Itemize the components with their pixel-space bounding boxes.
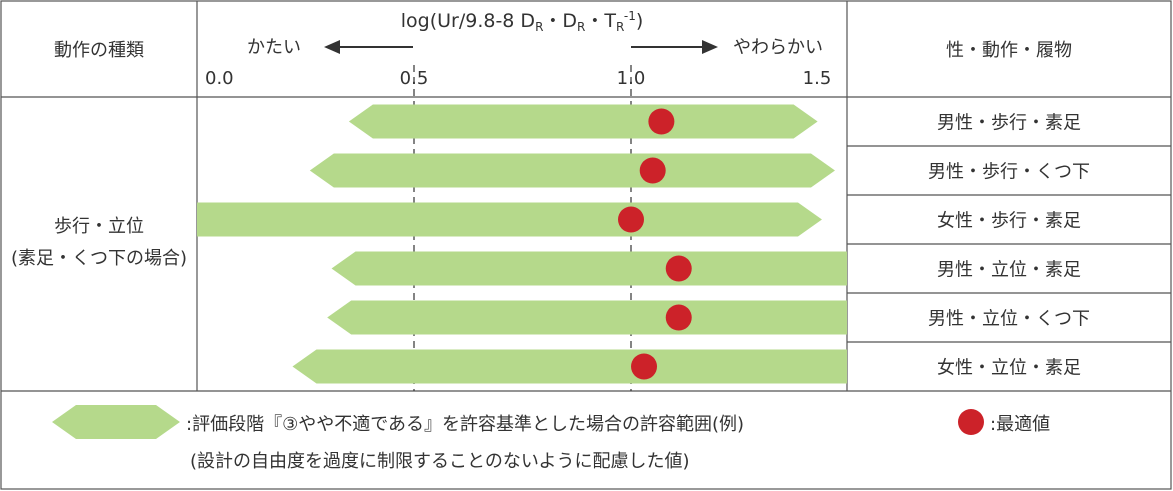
row-dividers — [847, 145, 1171, 343]
optimum-point — [639, 157, 666, 184]
optimum-point — [665, 304, 692, 331]
row-label: 男性・歩行・素足 — [937, 113, 1081, 134]
range-arrows — [197, 104, 848, 384]
legend-optimum-text: :最適値 — [990, 414, 1050, 435]
optimum-point — [631, 353, 658, 380]
soft-direction-arrow — [631, 40, 718, 54]
tick-label: 1.5 — [803, 68, 832, 89]
range-arrow — [309, 153, 835, 188]
soft-label: やわらかい — [733, 37, 823, 58]
legend-optimum-swatch — [958, 409, 984, 435]
range-arrow — [197, 202, 822, 237]
row-label: 男性・立位・くつ下 — [928, 309, 1090, 330]
row-label: 男性・立位・素足 — [937, 260, 1081, 281]
row-label: 女性・歩行・素足 — [937, 211, 1081, 232]
optimum-points — [618, 108, 692, 380]
legend-range-text: :評価段階『③やや不適である』を許容基準とした場合の許容範囲(例) — [186, 414, 744, 435]
condition-col-header: 性・動作・履物 — [946, 40, 1072, 61]
axis-title: log(Ur/9.8-8 DR・DR・TR-1) — [401, 9, 644, 34]
hard-label: かたい — [247, 37, 301, 58]
range-arrow — [348, 104, 818, 139]
legend: :評価段階『③やや不適である』を許容基準とした場合の許容範囲(例) (設計の自由… — [52, 405, 1050, 472]
optimum-point — [665, 255, 692, 282]
legend-range-swatch — [52, 405, 180, 439]
motion-col-header: 動作の種類 — [54, 40, 144, 61]
row-labels: 男性・歩行・素足男性・歩行・くつ下女性・歩行・素足男性・立位・素足男性・立位・く… — [928, 113, 1090, 379]
optimum-point — [618, 206, 644, 233]
tick-label: 0.0 — [205, 68, 234, 89]
row-label: 男性・歩行・くつ下 — [928, 162, 1090, 183]
range-arrow — [292, 349, 848, 384]
row-label: 女性・立位・素足 — [937, 358, 1081, 379]
tick-labels: 0.0 0.5 1.0 1.5 — [205, 68, 831, 89]
range-arrow — [331, 251, 847, 286]
category-label-line1: 歩行・立位 — [54, 216, 144, 237]
legend-range-note: (設計の自由度を過度に制限することのないように配慮した値) — [190, 451, 690, 472]
category-label-line2: (素足・くつ下の場合) — [11, 248, 187, 269]
hard-direction-arrow — [324, 40, 413, 54]
range-arrow — [327, 300, 847, 335]
optimum-point — [648, 108, 675, 135]
